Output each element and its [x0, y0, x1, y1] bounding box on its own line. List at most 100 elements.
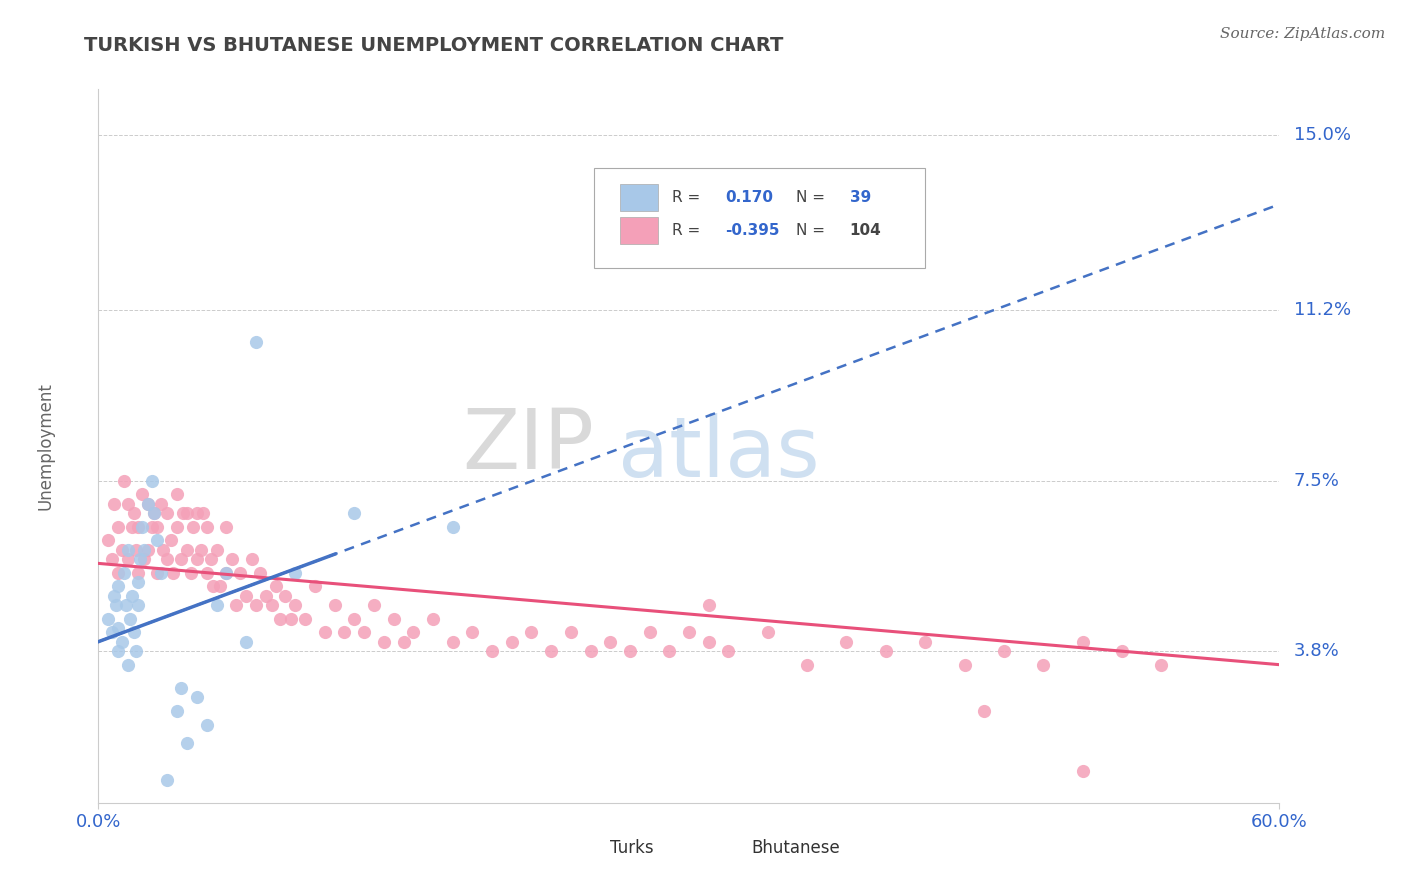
Point	[180, 566, 202, 580]
Point	[1071, 764, 1094, 778]
Point	[122, 506, 145, 520]
Point	[973, 704, 995, 718]
Point	[101, 551, 124, 566]
Point	[127, 598, 149, 612]
Point	[112, 566, 135, 580]
Point	[160, 533, 183, 548]
Point	[112, 474, 135, 488]
Point	[1071, 634, 1094, 648]
Point	[105, 598, 128, 612]
Point	[132, 542, 155, 557]
Point	[195, 566, 218, 580]
Point	[176, 506, 198, 520]
Point	[560, 625, 582, 640]
Point	[127, 566, 149, 580]
Text: 104: 104	[849, 223, 882, 238]
Text: 15.0%: 15.0%	[1294, 127, 1351, 145]
Point	[235, 634, 257, 648]
Point	[323, 598, 346, 612]
Text: R =: R =	[672, 223, 706, 238]
Point	[245, 335, 267, 350]
Point	[353, 625, 375, 640]
Point	[209, 579, 232, 593]
Point	[756, 625, 779, 640]
Point	[142, 506, 165, 520]
Text: -0.395: -0.395	[725, 223, 780, 238]
Text: N =: N =	[796, 190, 831, 205]
Point	[107, 566, 129, 580]
Point	[170, 681, 193, 695]
Text: ZIP: ZIP	[463, 406, 595, 486]
Point	[97, 533, 120, 548]
Point	[127, 519, 149, 533]
Point	[117, 542, 139, 557]
Point	[501, 634, 523, 648]
Point	[146, 533, 169, 548]
Point	[402, 625, 425, 640]
Bar	[620, 184, 658, 211]
Point	[141, 519, 163, 533]
Point	[333, 625, 356, 640]
Point	[131, 487, 153, 501]
Point	[343, 612, 366, 626]
Point	[128, 551, 150, 566]
Bar	[571, 837, 600, 862]
Point	[245, 598, 267, 612]
Point	[240, 551, 263, 566]
Point	[599, 634, 621, 648]
Point	[1150, 657, 1173, 672]
Point	[117, 657, 139, 672]
Text: 39: 39	[849, 190, 870, 205]
Point	[122, 625, 145, 640]
Point	[195, 717, 218, 731]
Point	[953, 657, 976, 672]
Point	[136, 542, 159, 557]
Point	[678, 625, 700, 640]
Point	[579, 644, 602, 658]
Point	[260, 598, 283, 612]
Point	[141, 474, 163, 488]
Point	[146, 566, 169, 580]
Text: 7.5%: 7.5%	[1294, 472, 1340, 490]
Point	[235, 589, 257, 603]
Point	[221, 551, 243, 566]
Point	[373, 634, 395, 648]
Point	[343, 506, 366, 520]
Point	[150, 566, 173, 580]
Point	[97, 612, 120, 626]
Point	[111, 634, 134, 648]
Point	[481, 644, 503, 658]
Point	[132, 551, 155, 566]
Point	[697, 634, 720, 648]
Point	[125, 542, 148, 557]
Point	[150, 497, 173, 511]
Point	[111, 542, 134, 557]
Point	[993, 644, 1015, 658]
Point	[441, 519, 464, 533]
Point	[186, 506, 208, 520]
Point	[125, 644, 148, 658]
Point	[117, 497, 139, 511]
Point	[107, 644, 129, 658]
Point	[717, 644, 740, 658]
Point	[156, 551, 179, 566]
Point	[107, 519, 129, 533]
Point	[176, 736, 198, 750]
Text: TURKISH VS BHUTANESE UNEMPLOYMENT CORRELATION CHART: TURKISH VS BHUTANESE UNEMPLOYMENT CORREL…	[84, 36, 783, 54]
Point	[254, 589, 277, 603]
Point	[172, 506, 194, 520]
Text: Bhutanese: Bhutanese	[752, 838, 841, 856]
Point	[186, 551, 208, 566]
Point	[121, 589, 143, 603]
Point	[638, 625, 661, 640]
Point	[520, 625, 543, 640]
Point	[461, 625, 484, 640]
Point	[131, 519, 153, 533]
Point	[264, 579, 287, 593]
Point	[215, 566, 238, 580]
Point	[304, 579, 326, 593]
Point	[186, 690, 208, 704]
Text: N =: N =	[796, 223, 831, 238]
Point	[200, 551, 222, 566]
Point	[121, 519, 143, 533]
